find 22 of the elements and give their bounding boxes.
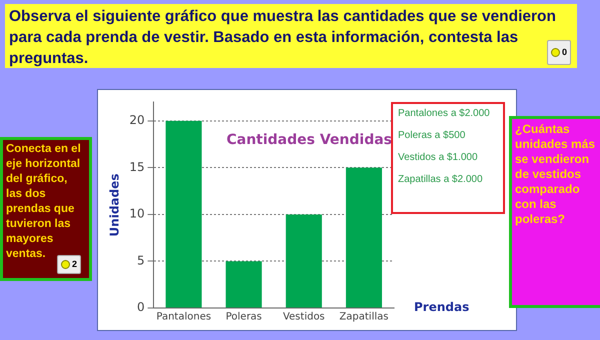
y-tick-label: 20 <box>129 113 145 128</box>
bar <box>226 261 262 308</box>
text: Cantidades Vendidas <box>226 132 392 148</box>
x-tick-label: Vestidos <box>282 312 325 323</box>
x-tick-label: Pantalones <box>156 312 212 323</box>
y-axis-title: Unidades <box>107 174 122 237</box>
y-tick-label: 5 <box>137 253 145 268</box>
x-axis-title: Prendas <box>414 300 470 314</box>
y-tick-label: 15 <box>129 160 145 174</box>
y-tick-label: 10 <box>129 206 145 221</box>
x-tick-label: Zapatillas <box>339 312 388 323</box>
bar <box>346 168 382 308</box>
text: Zapatillas a $2.000 <box>398 174 484 185</box>
bar <box>286 214 322 308</box>
text: Pantalones a $2.000 <box>398 108 491 119</box>
counter-badge: 2 <box>56 255 81 274</box>
text: Poleras a $500 <box>398 130 466 141</box>
y-tick-label: 0 <box>137 300 145 314</box>
counter-badge: 0 <box>546 40 571 65</box>
x-tick-label: Poleras <box>226 312 262 323</box>
bar <box>166 120 202 308</box>
text: Vestidos a $1.000 <box>398 152 479 163</box>
